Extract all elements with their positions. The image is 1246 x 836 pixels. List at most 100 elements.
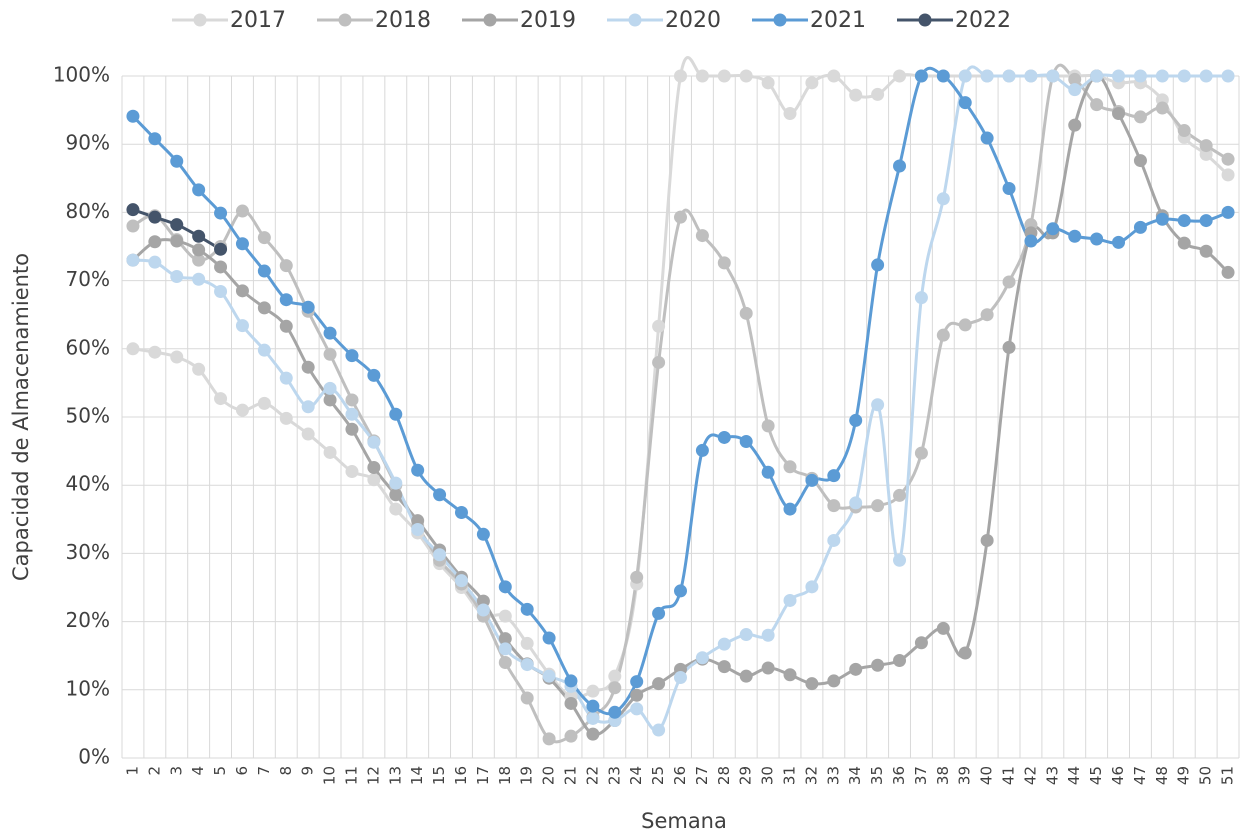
legend-label: 2017 bbox=[230, 8, 286, 33]
data-point bbox=[1003, 275, 1016, 288]
data-point bbox=[345, 349, 358, 362]
y-tick-label: 60% bbox=[66, 335, 110, 359]
data-point bbox=[849, 414, 862, 427]
data-point bbox=[871, 659, 884, 672]
legend-marker bbox=[484, 14, 497, 27]
data-point bbox=[871, 398, 884, 411]
data-point bbox=[280, 412, 293, 425]
x-tick-label: 8 bbox=[277, 766, 295, 776]
data-point bbox=[148, 235, 161, 248]
x-tick-label: 19 bbox=[518, 766, 536, 785]
data-point bbox=[696, 651, 709, 664]
data-point bbox=[959, 96, 972, 109]
data-point bbox=[148, 346, 161, 359]
y-tick-label: 0% bbox=[78, 745, 110, 769]
data-point bbox=[367, 436, 380, 449]
data-point bbox=[302, 361, 315, 374]
data-point bbox=[126, 342, 139, 355]
data-point bbox=[1090, 232, 1103, 245]
data-point bbox=[893, 489, 906, 502]
x-tick-label: 16 bbox=[452, 766, 470, 785]
data-point bbox=[258, 397, 271, 410]
data-point bbox=[280, 259, 293, 272]
data-point bbox=[389, 503, 402, 516]
data-point bbox=[740, 307, 753, 320]
x-tick-label: 10 bbox=[321, 766, 339, 785]
data-point bbox=[652, 677, 665, 690]
x-tick-label: 25 bbox=[649, 766, 667, 785]
x-tick-label: 5 bbox=[211, 766, 229, 776]
data-point bbox=[608, 681, 621, 694]
data-point bbox=[784, 460, 797, 473]
data-point bbox=[345, 465, 358, 478]
data-point bbox=[126, 203, 139, 216]
x-tick-label: 47 bbox=[1131, 766, 1149, 785]
data-point bbox=[586, 728, 599, 741]
data-point bbox=[389, 408, 402, 421]
data-point bbox=[981, 534, 994, 547]
x-tick-label: 23 bbox=[605, 766, 623, 785]
data-point bbox=[1134, 110, 1147, 123]
legend-label: 2018 bbox=[375, 8, 431, 33]
data-point bbox=[1178, 237, 1191, 250]
x-tick-label: 21 bbox=[561, 766, 579, 785]
x-tick-label: 31 bbox=[781, 766, 799, 785]
data-point bbox=[1090, 70, 1103, 83]
x-tick-label: 32 bbox=[802, 766, 820, 785]
data-point bbox=[258, 344, 271, 357]
data-point bbox=[805, 580, 818, 593]
y-tick-label: 90% bbox=[66, 131, 110, 155]
x-tick-label: 4 bbox=[189, 766, 207, 776]
x-tick-label: 30 bbox=[759, 766, 777, 785]
y-axis-title: Capacidad de Almacenamiento bbox=[9, 253, 33, 581]
legend-marker bbox=[339, 14, 352, 27]
data-point bbox=[1156, 213, 1169, 226]
data-point bbox=[302, 400, 315, 413]
data-point bbox=[718, 256, 731, 269]
data-point bbox=[1200, 214, 1213, 227]
x-tick-label: 50 bbox=[1197, 766, 1215, 785]
x-tick-label: 28 bbox=[715, 766, 733, 785]
data-point bbox=[367, 473, 380, 486]
data-point bbox=[652, 356, 665, 369]
data-point bbox=[718, 638, 731, 651]
data-point bbox=[258, 301, 271, 314]
x-tick-label: 27 bbox=[693, 766, 711, 785]
data-point bbox=[1156, 70, 1169, 83]
data-point bbox=[148, 132, 161, 145]
data-point bbox=[762, 466, 775, 479]
x-tick-label: 18 bbox=[496, 766, 514, 785]
data-point bbox=[937, 70, 950, 83]
x-tick-label: 12 bbox=[364, 766, 382, 785]
data-point bbox=[433, 488, 446, 501]
data-point bbox=[630, 702, 643, 715]
data-point bbox=[652, 607, 665, 620]
data-point bbox=[718, 70, 731, 83]
data-point bbox=[827, 674, 840, 687]
x-tick-label: 11 bbox=[342, 766, 360, 785]
data-point bbox=[324, 446, 337, 459]
data-point bbox=[805, 474, 818, 487]
x-tick-label: 43 bbox=[1043, 766, 1061, 785]
data-point bbox=[170, 270, 183, 283]
data-point bbox=[236, 205, 249, 218]
legend-marker bbox=[629, 14, 642, 27]
data-point bbox=[740, 628, 753, 641]
data-point bbox=[652, 724, 665, 737]
data-point bbox=[608, 670, 621, 683]
data-point bbox=[674, 584, 687, 597]
data-point bbox=[324, 327, 337, 340]
data-point bbox=[126, 220, 139, 233]
data-point bbox=[302, 301, 315, 314]
data-point bbox=[389, 488, 402, 501]
data-point bbox=[411, 464, 424, 477]
data-point bbox=[1222, 153, 1235, 166]
data-point bbox=[1068, 119, 1081, 132]
data-point bbox=[608, 706, 621, 719]
data-point bbox=[1068, 83, 1081, 96]
data-point bbox=[827, 499, 840, 512]
data-point bbox=[170, 350, 183, 363]
data-point bbox=[1112, 236, 1125, 249]
data-point bbox=[827, 70, 840, 83]
data-point bbox=[148, 256, 161, 269]
